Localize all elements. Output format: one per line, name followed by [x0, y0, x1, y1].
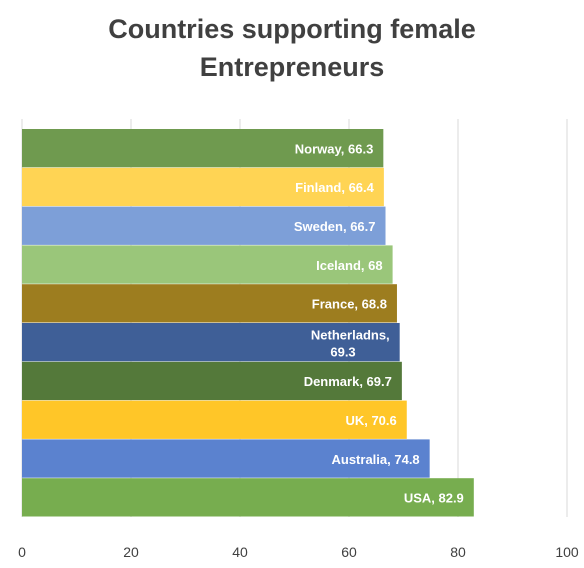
- x-tick-label-20: 20: [123, 544, 139, 560]
- bar-netherladns: [22, 323, 400, 362]
- data-label-usa: USA, 82.9: [404, 491, 464, 506]
- data-label-australia: Australia, 74.8: [332, 452, 420, 467]
- data-label-netherladns: Netherladns, 69.3: [311, 327, 390, 359]
- x-tick-label-0: 0: [18, 544, 26, 560]
- x-tick-label-40: 40: [232, 544, 248, 560]
- data-label-iceland: Iceland, 68: [316, 258, 382, 273]
- bar-france: [22, 284, 397, 323]
- x-tick-label-60: 60: [341, 544, 357, 560]
- data-label-sweden: Sweden, 66.7: [294, 219, 376, 234]
- chart-title: Countries supporting female Entrepreneur…: [108, 14, 476, 82]
- data-label-denmark: Denmark, 69.7: [304, 374, 392, 389]
- bar-denmark: [22, 361, 402, 401]
- bar-australia: [22, 439, 430, 478]
- bar-sweden: [22, 206, 386, 245]
- x-tick-label-80: 80: [450, 544, 466, 560]
- bar-usa: [22, 478, 474, 517]
- data-label-uk: UK, 70.6: [345, 413, 396, 428]
- bar-norway: [22, 129, 384, 168]
- bar-iceland: [22, 245, 393, 284]
- x-tick-label-100: 100: [555, 544, 579, 560]
- bar-uk: [22, 400, 407, 439]
- bar-finland: [22, 167, 384, 207]
- data-label-finland: Finland, 66.4: [295, 180, 375, 195]
- data-label-france: France, 68.8: [312, 297, 387, 312]
- data-label-norway: Norway, 66.3: [295, 141, 374, 156]
